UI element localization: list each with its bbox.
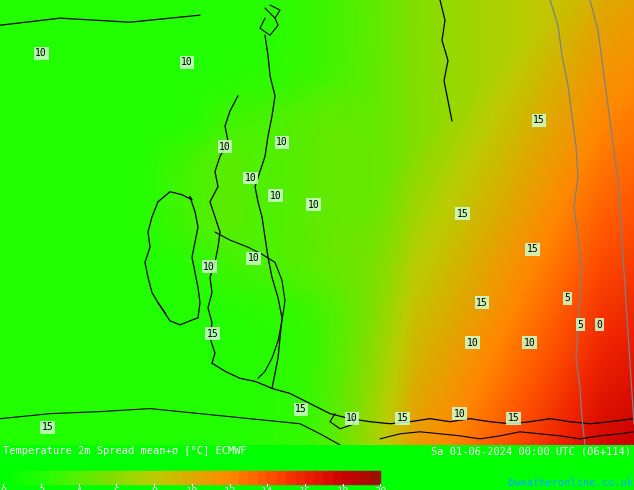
Text: Temperature 2m Spread mean+σ [°C] ECMWF: Temperature 2m Spread mean+σ [°C] ECMWF bbox=[3, 446, 247, 456]
Bar bbox=[79, 470, 88, 484]
Bar bbox=[324, 470, 333, 484]
Text: 0: 0 bbox=[596, 320, 602, 330]
Text: 15: 15 bbox=[508, 413, 519, 423]
Bar bbox=[249, 470, 258, 484]
Text: 6: 6 bbox=[113, 487, 119, 490]
Text: 10: 10 bbox=[36, 49, 47, 58]
Bar bbox=[173, 470, 183, 484]
Bar bbox=[371, 470, 380, 484]
Bar bbox=[98, 470, 107, 484]
Bar bbox=[191, 470, 201, 484]
Bar bbox=[60, 470, 69, 484]
Text: 10: 10 bbox=[454, 409, 465, 419]
Bar bbox=[88, 470, 98, 484]
Bar bbox=[342, 470, 352, 484]
Text: 5: 5 bbox=[577, 320, 583, 330]
Bar bbox=[210, 470, 220, 484]
Bar bbox=[154, 470, 164, 484]
Bar bbox=[69, 470, 79, 484]
Bar bbox=[352, 470, 361, 484]
Text: 18: 18 bbox=[337, 487, 349, 490]
Bar bbox=[22, 470, 32, 484]
Text: 15: 15 bbox=[476, 297, 488, 308]
Bar bbox=[333, 470, 342, 484]
Bar bbox=[230, 470, 239, 484]
Text: 10: 10 bbox=[276, 137, 288, 147]
Bar bbox=[305, 470, 314, 484]
Text: 10: 10 bbox=[524, 338, 535, 347]
Bar bbox=[361, 470, 371, 484]
Text: 10: 10 bbox=[308, 199, 320, 210]
Bar bbox=[145, 470, 154, 484]
Text: 14: 14 bbox=[261, 487, 273, 490]
Bar bbox=[314, 470, 324, 484]
Text: 20: 20 bbox=[374, 487, 387, 490]
Bar bbox=[107, 470, 117, 484]
Bar bbox=[220, 470, 230, 484]
Bar bbox=[286, 470, 295, 484]
Text: 10: 10 bbox=[204, 262, 215, 272]
Bar bbox=[13, 470, 22, 484]
Text: 15: 15 bbox=[533, 115, 545, 125]
Text: 0: 0 bbox=[0, 487, 6, 490]
Bar bbox=[126, 470, 135, 484]
Bar bbox=[201, 470, 210, 484]
Text: 10: 10 bbox=[245, 173, 256, 183]
Text: 16: 16 bbox=[299, 487, 311, 490]
Text: 10: 10 bbox=[219, 142, 231, 152]
Text: 10: 10 bbox=[248, 253, 259, 263]
Text: ©weatheronline.co.uk: ©weatheronline.co.uk bbox=[508, 478, 633, 488]
Bar bbox=[183, 470, 191, 484]
Text: 15: 15 bbox=[295, 404, 307, 415]
Bar bbox=[164, 470, 173, 484]
Bar bbox=[258, 470, 268, 484]
Bar bbox=[41, 470, 50, 484]
Text: 15: 15 bbox=[527, 244, 538, 254]
Text: 10: 10 bbox=[346, 413, 358, 423]
Text: 2: 2 bbox=[38, 487, 44, 490]
Bar bbox=[50, 470, 60, 484]
Bar bbox=[3, 470, 13, 484]
Text: 15: 15 bbox=[207, 329, 218, 339]
Text: 10: 10 bbox=[467, 338, 478, 347]
Text: 10: 10 bbox=[186, 487, 198, 490]
Text: 10: 10 bbox=[181, 57, 193, 67]
Text: Sa 01-06-2024 00:00 UTC (06+114): Sa 01-06-2024 00:00 UTC (06+114) bbox=[431, 446, 631, 456]
Bar bbox=[239, 470, 249, 484]
Text: 4: 4 bbox=[75, 487, 82, 490]
Text: 10: 10 bbox=[270, 191, 281, 201]
Bar bbox=[276, 470, 286, 484]
Text: 15: 15 bbox=[42, 422, 53, 432]
Text: 5: 5 bbox=[564, 293, 571, 303]
Text: 8: 8 bbox=[151, 487, 157, 490]
Bar bbox=[32, 470, 41, 484]
Text: 15: 15 bbox=[397, 413, 408, 423]
Text: 15: 15 bbox=[457, 209, 469, 219]
Bar bbox=[268, 470, 276, 484]
Text: 12: 12 bbox=[223, 487, 236, 490]
Bar bbox=[117, 470, 126, 484]
Bar bbox=[135, 470, 145, 484]
Bar bbox=[295, 470, 305, 484]
